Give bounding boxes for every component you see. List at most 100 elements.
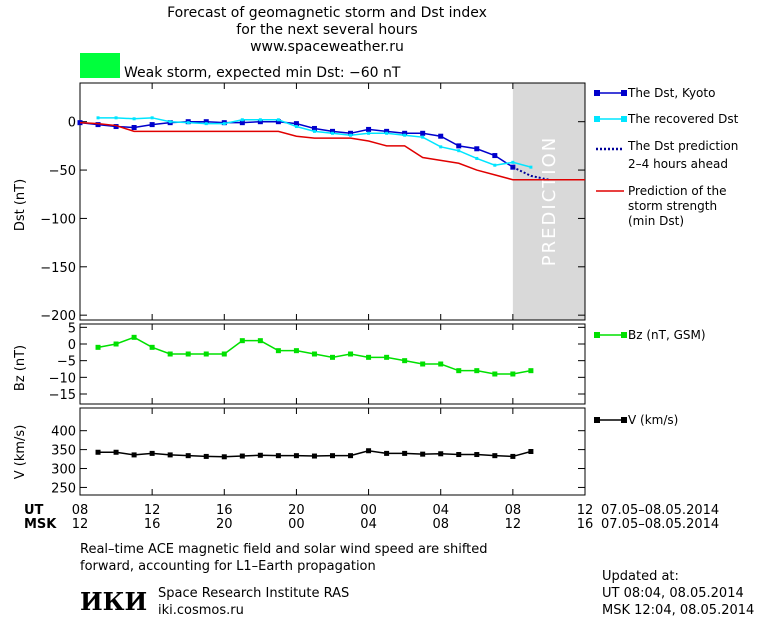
data-point-the-recovered-dst [493, 163, 497, 167]
msk-tick-label: 16 [144, 517, 161, 532]
data-point-bz-nt-gsm [95, 344, 101, 350]
data-point-the-dst-kyoto [239, 120, 245, 126]
data-point-v-km-s [384, 450, 390, 456]
data-point-bz-nt-gsm [167, 351, 173, 357]
ut-tick-label: 12 [577, 503, 594, 518]
msk-tick-label: 16 [577, 517, 594, 532]
dst-ytick-label: −200 [40, 309, 76, 324]
data-point-the-recovered-dst [421, 135, 425, 139]
data-point-v-km-s [275, 453, 281, 459]
data-point-the-dst-kyoto [420, 130, 426, 136]
bz-panel: 5 0 −5−10 −15 [49, 321, 586, 405]
data-point-bz-nt-gsm [510, 371, 516, 377]
data-point-v-km-s [113, 449, 119, 455]
legend-strength-label-1: Prediction of the [628, 184, 727, 198]
data-point-bz-nt-gsm [438, 361, 444, 367]
data-point-the-recovered-dst [114, 116, 118, 120]
ut-tick-label: 12 [144, 503, 161, 518]
data-point-the-recovered-dst [258, 118, 262, 122]
data-point-v-km-s [420, 451, 426, 457]
data-point-the-recovered-dst [511, 160, 515, 164]
data-point-v-km-s [257, 452, 263, 458]
data-point-bz-nt-gsm [366, 354, 372, 360]
ut-tick-label: 08 [72, 503, 89, 518]
ut-tick-label: 00 [360, 503, 377, 518]
data-point-bz-nt-gsm [492, 371, 498, 377]
footer-note-line-1: Real–time ACE magnetic field and solar w… [80, 542, 488, 557]
iki-logo: ИКИ [80, 587, 147, 616]
legend-bz: Bz (nT, GSM) [594, 328, 706, 342]
data-point-v-km-s [131, 452, 137, 458]
data-point-bz-nt-gsm [330, 354, 335, 360]
data-point-bz-nt-gsm [293, 348, 299, 354]
data-point-the-dst-kyoto [492, 153, 498, 159]
dst-ytick-label: −150 [40, 261, 76, 276]
data-point-the-recovered-dst [529, 165, 533, 169]
data-point-the-dst-kyoto [366, 126, 372, 132]
data-point-v-km-s [330, 453, 335, 459]
legend-v-label: V (km/s) [628, 413, 678, 427]
data-point-the-dst-kyoto [113, 124, 119, 130]
v-panel-frame [79, 407, 586, 496]
v-ytick-label: 300 [51, 463, 76, 478]
data-point-v-km-s [239, 453, 245, 459]
chart-title-line-2: for the next several hours [236, 22, 417, 38]
legend-prediction-label-2: 2–4 hours ahead [628, 157, 728, 171]
dst-panel-frame [79, 82, 586, 321]
data-point-bz-nt-gsm [420, 361, 426, 367]
data-point-v-km-s [348, 453, 354, 459]
series-line-the-dst-kyoto [79, 120, 514, 168]
msk-tick-label: 08 [432, 517, 449, 532]
series-line-prediction-of-the-storm-strength [79, 121, 585, 181]
v-ytick-label: 350 [51, 444, 76, 459]
ut-tick-label: 04 [432, 503, 449, 518]
data-point-the-dst-kyoto [311, 125, 317, 131]
msk-tick-label: 12 [505, 517, 522, 532]
data-point-v-km-s [311, 453, 317, 459]
legend-v: V (km/s) [594, 413, 678, 427]
data-point-v-km-s [402, 450, 408, 456]
data-point-the-dst-kyoto [257, 119, 263, 125]
data-point-the-dst-kyoto [330, 128, 335, 134]
data-point-bz-nt-gsm [384, 354, 390, 360]
bz-ytick-label: 0 [68, 338, 76, 353]
data-point-v-km-s [95, 449, 101, 455]
ut-tick-label: 16 [216, 503, 233, 518]
data-point-v-km-s [366, 448, 372, 454]
legend-dst-kyoto-label: The Dst, Kyoto [627, 86, 715, 100]
dst-ytick-label: 0 [68, 116, 76, 131]
bz-ytick-label: −15 [49, 388, 76, 403]
prediction-band [512, 83, 585, 320]
data-point-the-recovered-dst [222, 122, 226, 126]
legend-prediction-label-1: The Dst prediction [627, 139, 738, 153]
institute-site: iki.cosmos.ru [158, 603, 244, 618]
dst-ytick-label: −50 [49, 164, 76, 179]
series-line-the-dst-prediction [512, 166, 550, 181]
data-point-bz-nt-gsm [185, 351, 191, 357]
msk-date-range: 07.05–08.05.2014 [601, 517, 719, 532]
data-point-the-dst-kyoto [348, 130, 354, 136]
ut-date-range: 07.05–08.05.2014 [601, 503, 719, 518]
data-point-bz-nt-gsm [474, 368, 480, 374]
updated-msk: MSK 12:04, 08.05.2014 [602, 603, 754, 618]
bz-axis-label: Bz (nT) [13, 345, 28, 391]
bz-panel-frame [79, 323, 586, 405]
bz-ytick-label: 5 [68, 321, 76, 336]
data-point-the-recovered-dst [204, 122, 208, 126]
data-point-the-dst-kyoto [384, 128, 390, 134]
data-point-bz-nt-gsm [275, 348, 281, 354]
legend-prediction: The Dst prediction 2–4 hours ahead [596, 139, 738, 171]
data-point-v-km-s [528, 449, 534, 454]
data-point-the-dst-kyoto [131, 124, 137, 130]
msk-label: MSK [24, 517, 57, 532]
data-point-the-recovered-dst [96, 116, 100, 120]
data-point-v-km-s [293, 453, 299, 459]
legend-recovered: The recovered Dst [594, 112, 739, 126]
updated-label: Updated at: [602, 569, 679, 584]
v-panel: 400 350 300 250 [51, 407, 586, 496]
v-ytick-label: 250 [51, 481, 76, 496]
data-point-bz-nt-gsm [203, 351, 209, 357]
data-point-the-recovered-dst [349, 133, 353, 137]
